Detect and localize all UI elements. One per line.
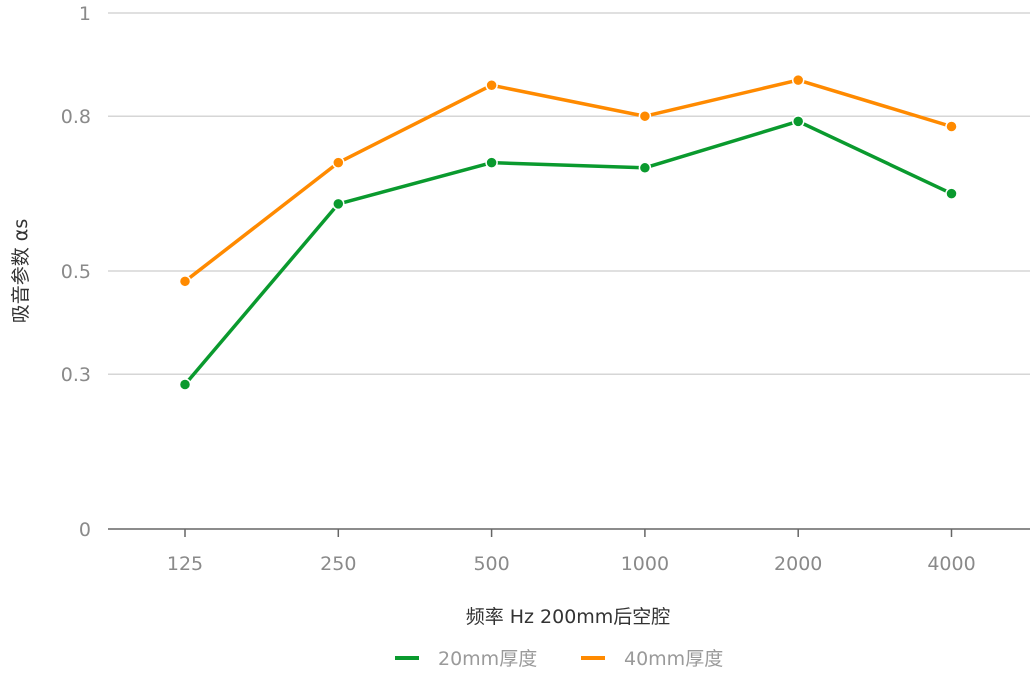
y-tick-label: 1 — [79, 3, 91, 25]
series-1 — [178, 115, 958, 391]
series-2 — [178, 73, 958, 288]
data-point — [485, 156, 498, 169]
data-point — [178, 275, 192, 288]
y-tick-label: 0 — [79, 519, 91, 541]
x-axis-title: 频率 Hz 200mm后空腔 — [466, 606, 671, 628]
x-tick-label: 1000 — [621, 553, 669, 575]
data-point — [178, 378, 192, 391]
series-line — [183, 78, 953, 283]
x-tick-label: 2000 — [774, 553, 822, 575]
legend-label: 20mm厚度 — [438, 648, 537, 670]
data-point — [945, 120, 958, 133]
y-tick-labels: 0 0.3 0.5 0.8 1 — [61, 3, 91, 541]
x-tick-label: 500 — [473, 553, 509, 575]
x-tick-label: 125 — [167, 553, 203, 575]
legend-label: 40mm厚度 — [624, 648, 723, 670]
data-point — [332, 197, 345, 211]
series-group — [178, 73, 958, 391]
data-point — [638, 109, 652, 123]
legend-item-1: 20mm厚度 — [395, 648, 537, 670]
data-point — [485, 78, 498, 92]
y-tick-label: 0.5 — [61, 261, 91, 283]
data-point — [791, 73, 805, 87]
series-line — [183, 119, 953, 386]
data-point — [791, 115, 805, 128]
legend: 20mm厚度 40mm厚度 — [395, 648, 723, 670]
data-point — [638, 161, 652, 175]
y-tick-label: 0.8 — [61, 106, 91, 128]
data-point — [332, 156, 345, 169]
x-tick-label: 250 — [320, 553, 356, 575]
x-tick-labels: 125 250 500 1000 2000 4000 — [167, 529, 976, 575]
gridlines — [108, 12, 1030, 375]
y-axis-title: 吸音参数 αs — [10, 219, 32, 323]
legend-item-2: 40mm厚度 — [581, 648, 723, 670]
data-point — [945, 187, 958, 200]
y-tick-label: 0.3 — [61, 364, 91, 386]
x-tick-label: 4000 — [927, 553, 975, 575]
